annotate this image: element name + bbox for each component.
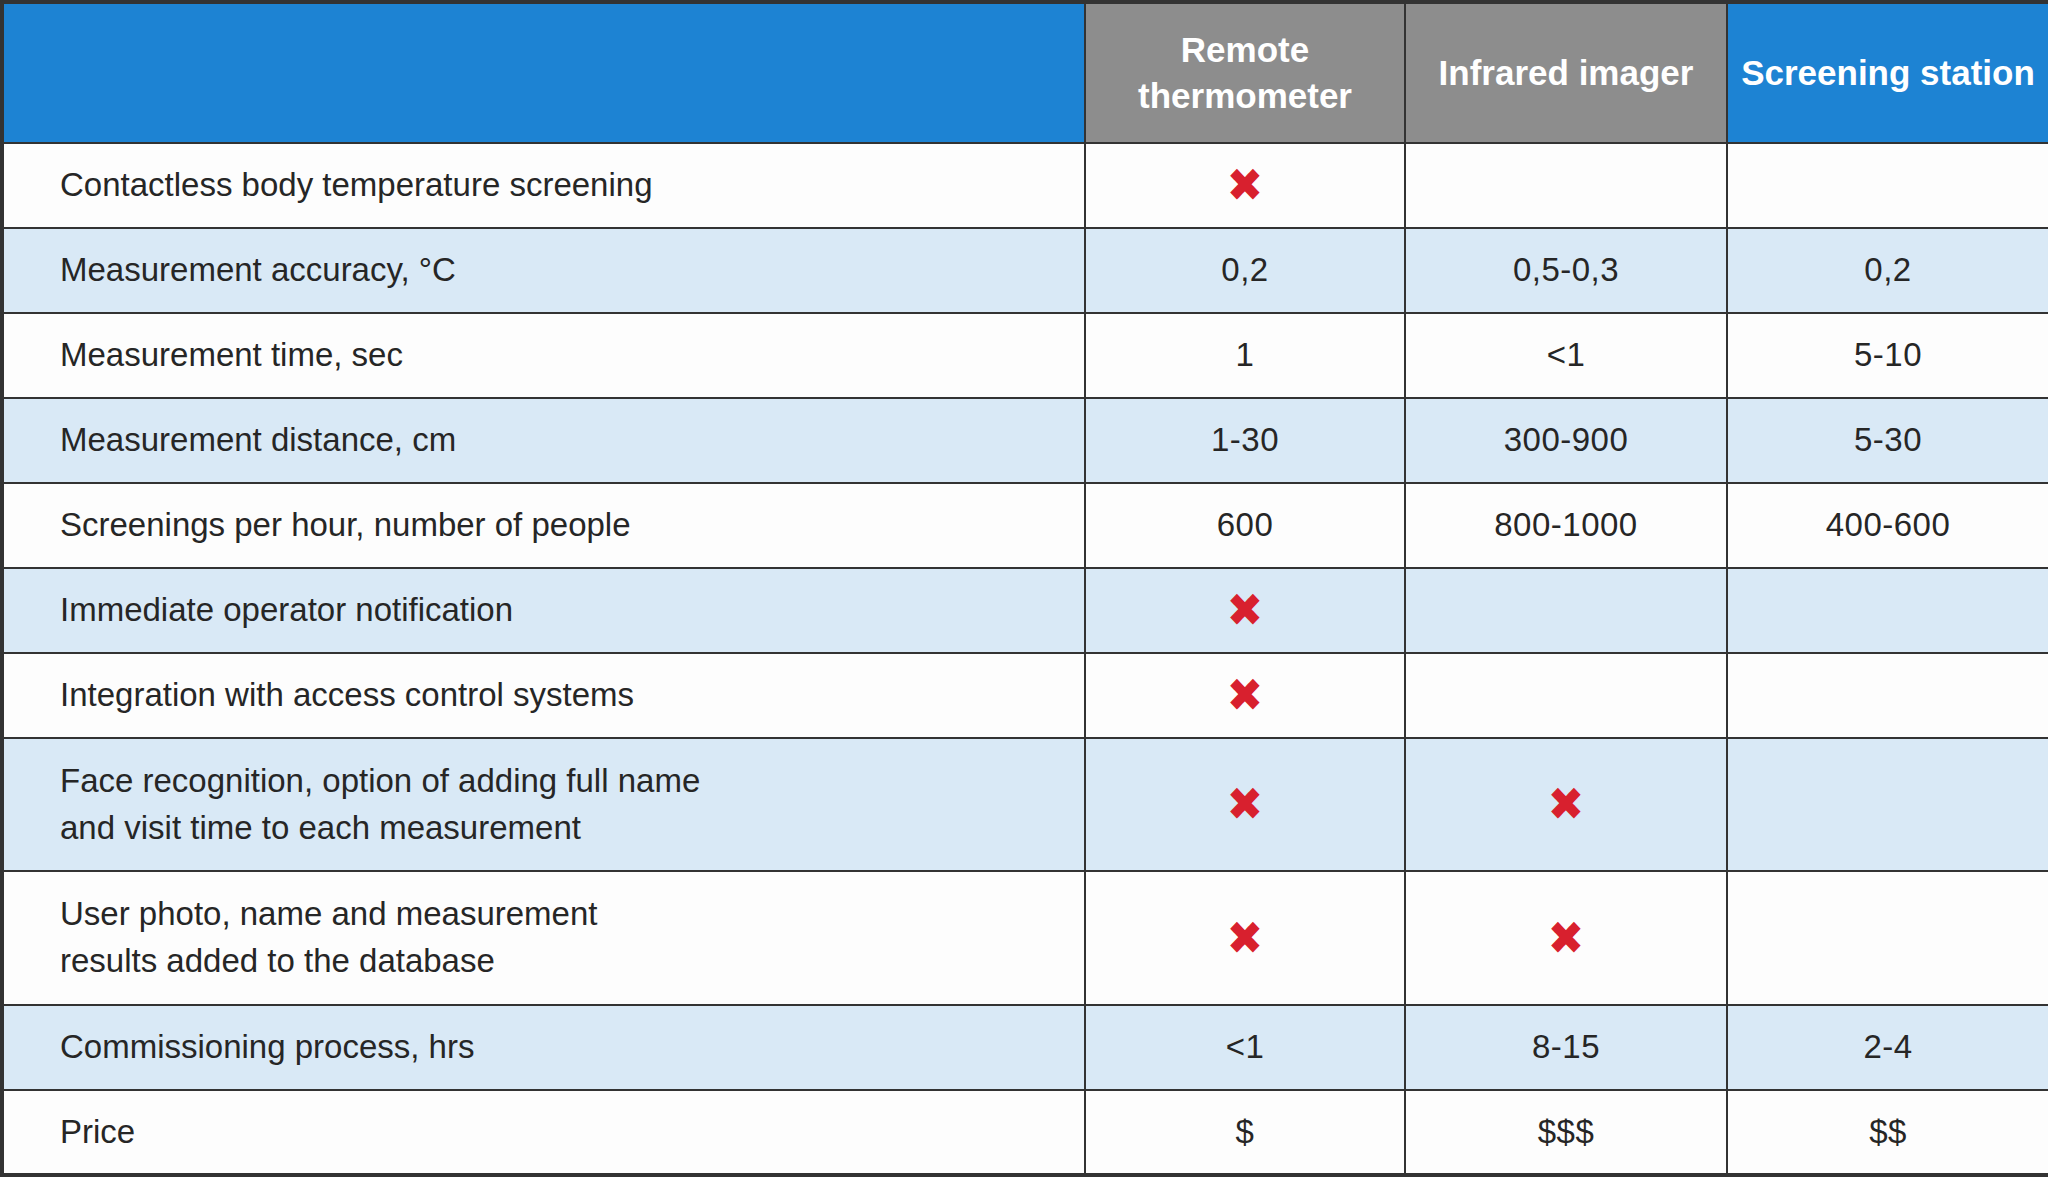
feature-label: Face recognition, option of adding full … bbox=[2, 738, 1085, 872]
header-corner-cell bbox=[2, 2, 1085, 143]
value-text: 8-15 bbox=[1532, 1028, 1600, 1065]
value-text: 1-30 bbox=[1211, 421, 1279, 458]
value-cell bbox=[1727, 568, 2048, 653]
value-cell: 800-1000 bbox=[1405, 483, 1727, 568]
value-text: 800-1000 bbox=[1494, 506, 1637, 543]
table-row: User photo, name and measurement results… bbox=[2, 871, 2048, 1005]
check-icon bbox=[1859, 159, 1917, 211]
cross-icon: ✖ bbox=[1227, 915, 1264, 961]
feature-label: Integration with access control systems bbox=[2, 653, 1085, 738]
value-text: 0,2 bbox=[1864, 251, 1911, 288]
value-cell: 0,2 bbox=[1085, 228, 1405, 313]
value-cell: 400-600 bbox=[1727, 483, 2048, 568]
value-cell: $$$ bbox=[1405, 1090, 1727, 1175]
value-cell: ✖ bbox=[1405, 738, 1727, 872]
value-cell: ✖ bbox=[1085, 738, 1405, 872]
comparison-table: Remote thermometerInfrared imagerScreeni… bbox=[0, 0, 2048, 1177]
value-cell: $$ bbox=[1727, 1090, 2048, 1175]
value-cell: ✖ bbox=[1085, 568, 1405, 653]
value-cell: <1 bbox=[1405, 313, 1727, 398]
value-cell bbox=[1727, 871, 2048, 1005]
column-header-1: Infrared imager bbox=[1405, 2, 1727, 143]
value-text: $ bbox=[1236, 1113, 1255, 1150]
feature-label: Contactless body temperature screening bbox=[2, 143, 1085, 228]
feature-label: Immediate operator notification bbox=[2, 568, 1085, 653]
value-text: <1 bbox=[1547, 336, 1586, 373]
value-cell: 0,2 bbox=[1727, 228, 2048, 313]
value-text: 5-30 bbox=[1854, 421, 1922, 458]
cross-icon: ✖ bbox=[1548, 781, 1585, 827]
value-cell: 5-10 bbox=[1727, 313, 2048, 398]
value-text: 0,2 bbox=[1221, 251, 1268, 288]
value-text: <1 bbox=[1226, 1028, 1265, 1065]
value-text: 1 bbox=[1236, 336, 1255, 373]
value-cell: 0,5-0,3 bbox=[1405, 228, 1727, 313]
value-cell bbox=[1727, 738, 2048, 872]
column-header-0: Remote thermometer bbox=[1085, 2, 1405, 143]
check-icon bbox=[1859, 669, 1917, 721]
check-icon bbox=[1537, 159, 1595, 211]
cross-icon: ✖ bbox=[1227, 587, 1264, 633]
table-row: Measurement accuracy, °C 0,2 0,5-0,3 0,2 bbox=[2, 228, 2048, 313]
value-cell: <1 bbox=[1085, 1005, 1405, 1090]
value-text: 2-4 bbox=[1863, 1028, 1912, 1065]
feature-label: Screenings per hour, number of people bbox=[2, 483, 1085, 568]
table-row: Screenings per hour, number of people 600… bbox=[2, 483, 2048, 568]
value-cell: ✖ bbox=[1085, 653, 1405, 738]
value-text: 0,5-0,3 bbox=[1513, 251, 1619, 288]
check-icon bbox=[1537, 669, 1595, 721]
column-header-2: Screening station bbox=[1727, 2, 2048, 143]
value-cell bbox=[1405, 143, 1727, 228]
value-text: 5-10 bbox=[1854, 336, 1922, 373]
value-cell bbox=[1405, 653, 1727, 738]
value-cell: 8-15 bbox=[1405, 1005, 1727, 1090]
table-row: Measurement distance, cm 1-30 300-900 5-30 bbox=[2, 398, 2048, 483]
check-icon bbox=[1537, 584, 1595, 636]
table-row: Integration with access control systems ✖ bbox=[2, 653, 2048, 738]
value-cell: ✖ bbox=[1085, 143, 1405, 228]
value-cell bbox=[1727, 143, 2048, 228]
cross-icon: ✖ bbox=[1227, 781, 1264, 827]
cross-icon: ✖ bbox=[1227, 162, 1264, 208]
value-cell bbox=[1405, 568, 1727, 653]
check-icon bbox=[1859, 779, 1917, 831]
value-text: 400-600 bbox=[1826, 506, 1951, 543]
value-text: $$$ bbox=[1538, 1113, 1595, 1150]
table-row: Measurement time, sec 1 <1 5-10 bbox=[2, 313, 2048, 398]
feature-label: Measurement accuracy, °C bbox=[2, 228, 1085, 313]
value-text: 600 bbox=[1217, 506, 1274, 543]
cross-icon: ✖ bbox=[1548, 915, 1585, 961]
table-row: Contactless body temperature screening ✖ bbox=[2, 143, 2048, 228]
feature-label: Measurement distance, cm bbox=[2, 398, 1085, 483]
value-cell: $ bbox=[1085, 1090, 1405, 1175]
feature-label: Measurement time, sec bbox=[2, 313, 1085, 398]
feature-label: Commissioning process, hrs bbox=[2, 1005, 1085, 1090]
table-body: Contactless body temperature screening ✖ M… bbox=[2, 143, 2048, 1175]
value-cell: 2-4 bbox=[1727, 1005, 2048, 1090]
table-row: Price$$$$$$ bbox=[2, 1090, 2048, 1175]
value-text: $$ bbox=[1869, 1113, 1907, 1150]
value-cell bbox=[1727, 653, 2048, 738]
value-cell: 300-900 bbox=[1405, 398, 1727, 483]
table-row: Immediate operator notification ✖ bbox=[2, 568, 2048, 653]
feature-label: User photo, name and measurement results… bbox=[2, 871, 1085, 1005]
cross-icon: ✖ bbox=[1227, 672, 1264, 718]
value-cell: 1 bbox=[1085, 313, 1405, 398]
check-icon bbox=[1859, 584, 1917, 636]
value-cell: ✖ bbox=[1085, 871, 1405, 1005]
value-cell: 600 bbox=[1085, 483, 1405, 568]
value-cell: 1-30 bbox=[1085, 398, 1405, 483]
feature-label: Price bbox=[2, 1090, 1085, 1175]
value-cell: 5-30 bbox=[1727, 398, 2048, 483]
header-row: Remote thermometerInfrared imagerScreeni… bbox=[2, 2, 2048, 143]
table-row: Face recognition, option of adding full … bbox=[2, 738, 2048, 872]
check-icon bbox=[1859, 912, 1917, 964]
table-row: Commissioning process, hrs <1 8-15 2-4 bbox=[2, 1005, 2048, 1090]
value-text: 300-900 bbox=[1504, 421, 1629, 458]
value-cell: ✖ bbox=[1405, 871, 1727, 1005]
